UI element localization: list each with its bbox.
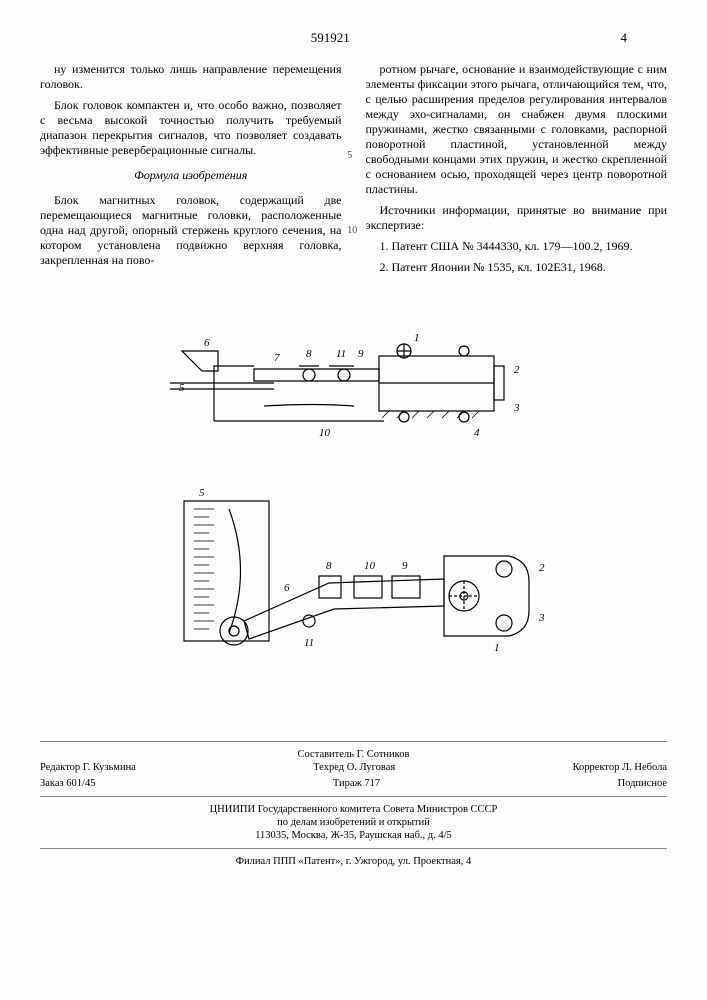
para: ну изменится только лишь направление пер…	[40, 62, 342, 92]
footer-tirazh: Тираж 717	[333, 777, 380, 790]
svg-text:10: 10	[319, 427, 331, 439]
footer-org1: ЦНИИПИ Государственного комитета Совета …	[40, 803, 667, 816]
line-marker-5: 5	[347, 150, 352, 163]
sources-heading: Источники информации, принятые во вниман…	[366, 203, 668, 233]
svg-text:8: 8	[326, 560, 332, 572]
footer-org2: по делам изобретений и открытий	[40, 816, 667, 829]
svg-text:1: 1	[494, 642, 500, 654]
svg-text:2: 2	[514, 364, 520, 376]
figure-2: 5 6 8 10 9 11 1 2 3	[144, 481, 564, 681]
svg-text:9: 9	[358, 348, 364, 360]
column-right: ротном рычаге, основание и взаимодейству…	[366, 62, 668, 281]
svg-text:10: 10	[364, 560, 376, 572]
column-left: ну изменится только лишь направление пер…	[40, 62, 342, 281]
formula-heading: Формула изобретения	[40, 168, 342, 183]
footer-editor: Редактор Г. Кузьмина	[40, 761, 136, 774]
svg-text:6: 6	[204, 337, 210, 349]
svg-text:3: 3	[538, 612, 545, 624]
svg-text:11: 11	[336, 348, 346, 360]
para: Блок магнитных головок, содержащий две п…	[40, 193, 342, 268]
source-item: 1. Патент США № 3444330, кл. 179—100.2, …	[366, 239, 668, 254]
svg-text:8: 8	[306, 348, 312, 360]
footer: Составитель Г. Сотников Редактор Г. Кузь…	[40, 741, 667, 868]
footer-compiler: Составитель Г. Сотников	[40, 748, 667, 761]
source-item: 2. Патент Японии № 1535, кл. 102E31, 196…	[366, 260, 668, 275]
text-columns: ну изменится только лишь направление пер…	[40, 62, 667, 281]
footer-corrector: Корректор Л. Небола	[573, 761, 667, 774]
svg-text:7: 7	[274, 352, 280, 364]
page-number: 4	[621, 30, 628, 46]
footer-addr1: 113035, Москва, Ж-35, Раушская наб., д. …	[40, 829, 667, 842]
footer-order: Заказ 601/45	[40, 777, 95, 790]
svg-text:6: 6	[284, 582, 290, 594]
footer-branch: Филиал ППП «Патент», г. Ужгород, ул. Про…	[40, 855, 667, 868]
svg-text:3: 3	[513, 402, 520, 414]
para: Блок головок компактен и, что особо важн…	[40, 98, 342, 158]
patent-number: 591921	[311, 30, 350, 45]
svg-text:9: 9	[402, 560, 408, 572]
svg-text:4: 4	[474, 427, 480, 439]
drawings-area: 5 6 7 8 11 9 1 2 3 4 10	[40, 311, 667, 681]
figure-1: 5 6 7 8 11 9 1 2 3 4 10	[144, 311, 564, 461]
footer-tech: Техред О. Луговая	[313, 761, 395, 774]
svg-text:5: 5	[179, 382, 185, 394]
svg-text:2: 2	[539, 562, 545, 574]
svg-text:1: 1	[414, 332, 420, 344]
footer-subscribed: Подписное	[618, 777, 667, 790]
svg-text:5: 5	[199, 487, 205, 499]
svg-text:11: 11	[304, 637, 314, 649]
line-marker-10: 10	[347, 225, 357, 238]
para: ротном рычаге, основание и взаимодейству…	[366, 62, 668, 197]
